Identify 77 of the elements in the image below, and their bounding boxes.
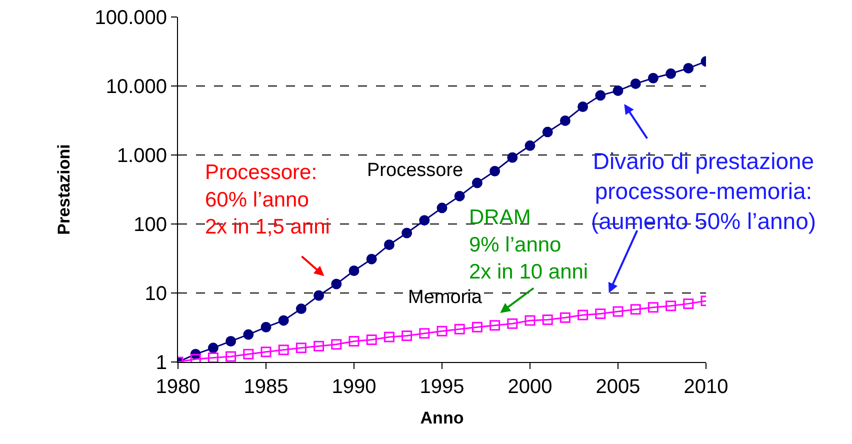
point — [331, 278, 342, 290]
series-label: Processore — [367, 160, 464, 181]
point — [648, 302, 658, 313]
point — [560, 115, 570, 126]
point — [314, 290, 324, 301]
point — [331, 339, 342, 350]
point — [190, 354, 201, 362]
y-tick-label: 1.000 — [116, 145, 167, 167]
point — [278, 344, 289, 356]
point — [260, 322, 272, 332]
x-tick-label: 2005 — [596, 376, 640, 398]
point — [542, 126, 553, 138]
point — [278, 315, 289, 326]
point — [366, 254, 377, 264]
series-label: Memoria — [408, 287, 482, 308]
point — [226, 336, 236, 346]
point — [366, 334, 377, 346]
point — [454, 324, 465, 334]
point — [683, 298, 694, 309]
point — [208, 352, 218, 362]
y-tick-label: 100.000 — [94, 7, 167, 29]
point — [666, 68, 676, 79]
x-tick-label: 2010 — [684, 376, 728, 398]
point — [454, 190, 465, 202]
x-tick-label: 2000 — [508, 376, 552, 398]
point — [630, 304, 641, 315]
point — [490, 166, 500, 176]
point — [436, 326, 448, 336]
point — [260, 346, 272, 358]
point — [560, 312, 570, 323]
point — [384, 332, 394, 342]
annotation: Divario di prestazione processore-memoria: (aumento 50% l’anno) — [591, 148, 816, 234]
point — [666, 300, 676, 312]
point — [402, 330, 412, 342]
point — [578, 102, 588, 112]
point — [296, 342, 306, 354]
point — [419, 328, 430, 339]
point — [524, 140, 536, 151]
point — [348, 266, 360, 276]
point — [578, 310, 588, 320]
point — [384, 240, 394, 250]
point — [612, 306, 624, 317]
point — [630, 78, 641, 89]
point — [507, 318, 518, 329]
y-tick-label: 10 — [144, 283, 167, 305]
point — [314, 340, 324, 352]
x-tick-label: 1980 — [156, 376, 200, 398]
point — [683, 62, 694, 74]
y-tick-label: 1 — [156, 352, 167, 374]
point — [524, 315, 536, 326]
x-axis-title: Anno — [420, 408, 464, 428]
point — [648, 72, 658, 84]
point — [226, 351, 236, 362]
y-axis-title: Prestazioni — [54, 144, 74, 235]
point — [595, 308, 606, 320]
point — [243, 329, 254, 340]
x-tick-label: 1985 — [244, 376, 288, 398]
point — [612, 85, 624, 96]
annotation: Processore: 60% l’anno 2x in 1,5 anni — [205, 161, 330, 239]
point — [402, 228, 412, 238]
x-tick-label: 1995 — [420, 376, 464, 398]
point — [436, 202, 448, 214]
point — [595, 90, 606, 101]
point — [243, 348, 254, 360]
point — [472, 322, 482, 332]
point — [208, 342, 218, 354]
point — [296, 304, 306, 314]
y-tick-label: 10.000 — [106, 76, 167, 98]
x-tick-label: 1990 — [332, 376, 376, 398]
point — [490, 320, 500, 331]
point — [419, 215, 430, 226]
point — [348, 336, 360, 346]
point — [507, 152, 518, 163]
point — [472, 178, 482, 188]
annotation: DRAM 9% l’anno 2x in 10 anni — [469, 206, 588, 284]
point — [542, 314, 553, 325]
y-tick-label: 100 — [134, 214, 167, 236]
